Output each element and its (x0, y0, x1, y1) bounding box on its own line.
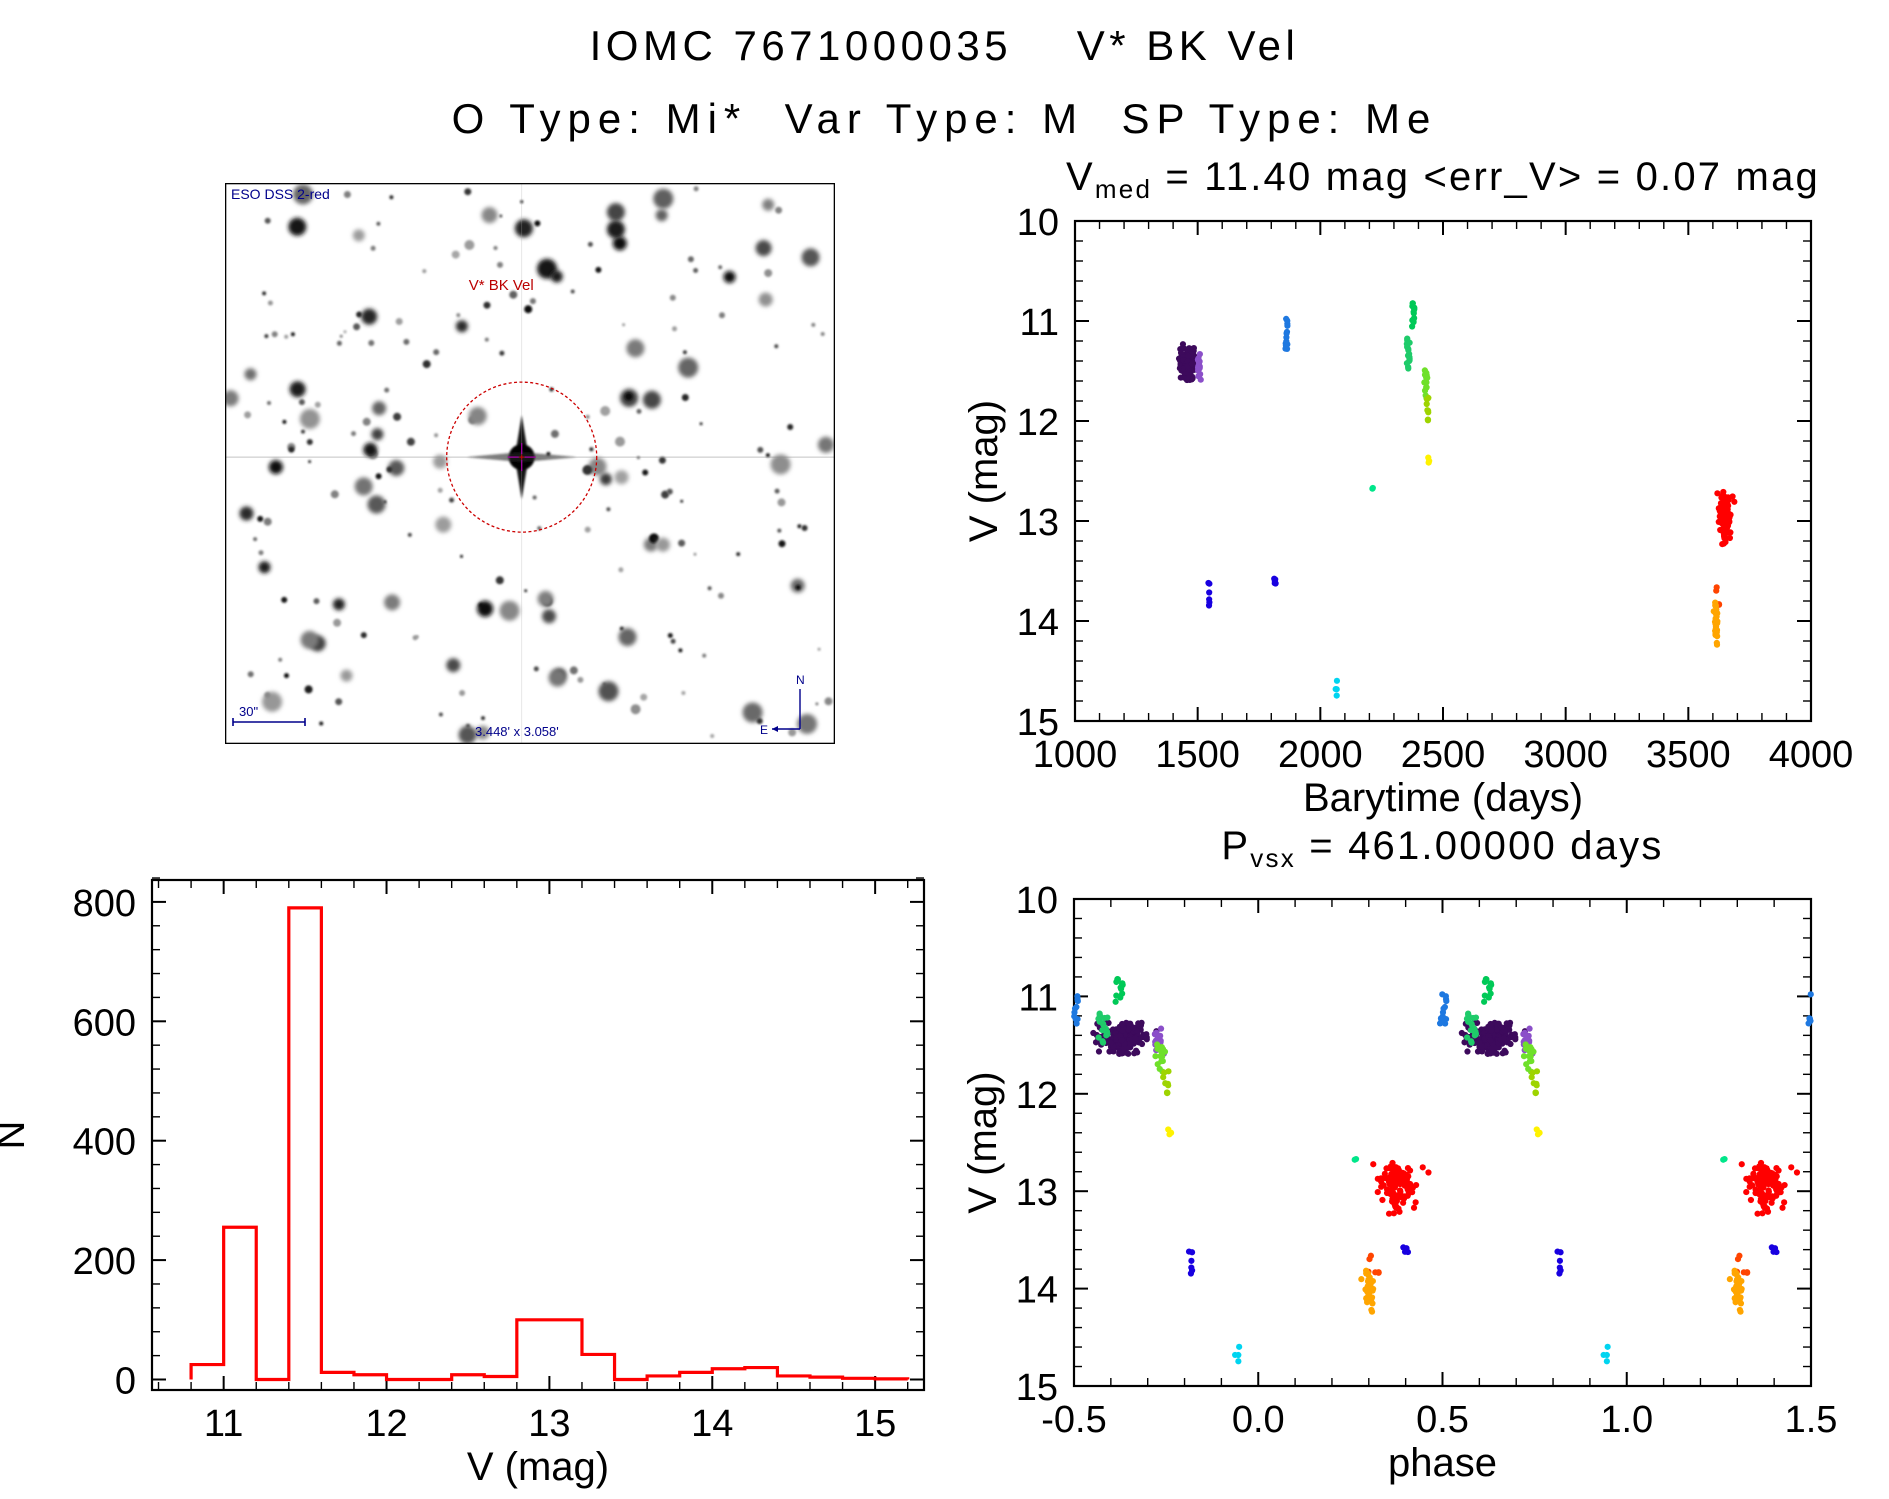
svg-text:14: 14 (1017, 602, 1059, 644)
svg-text:200: 200 (73, 1241, 136, 1283)
svg-text:3000: 3000 (1523, 734, 1608, 776)
svg-text:-0.5: -0.5 (1041, 1399, 1106, 1441)
svg-text:12: 12 (1017, 402, 1059, 444)
svg-text:V (mag): V (mag) (961, 1071, 1005, 1213)
svg-text:14: 14 (1016, 1270, 1058, 1312)
svg-text:12: 12 (1016, 1075, 1058, 1117)
svg-text:Vmed = 11.40 mag <err_V> = 0.0: Vmed = 11.40 mag <err_V> = 0.07 mag (1066, 155, 1820, 204)
svg-text:0: 0 (115, 1361, 136, 1403)
svg-text:600: 600 (73, 1002, 136, 1044)
svg-text:11: 11 (204, 1403, 243, 1445)
svg-text:13: 13 (528, 1403, 570, 1445)
svg-text:13: 13 (1016, 1172, 1058, 1214)
svg-text:phase: phase (1388, 1441, 1497, 1485)
svg-text:400: 400 (73, 1122, 136, 1164)
svg-text:14: 14 (691, 1403, 733, 1445)
svg-text:Pvsx = 461.00000 days: Pvsx = 461.00000 days (1221, 824, 1663, 873)
svg-text:11: 11 (1019, 977, 1058, 1019)
svg-text:4000: 4000 (1769, 734, 1854, 776)
svg-text:12: 12 (365, 1403, 407, 1445)
svg-text:0.0: 0.0 (1232, 1399, 1285, 1441)
svg-text:1.0: 1.0 (1600, 1399, 1653, 1441)
svg-text:13: 13 (1017, 502, 1059, 544)
svg-text:1000: 1000 (1033, 734, 1118, 776)
svg-text:1.5: 1.5 (1785, 1399, 1838, 1441)
svg-text:V (mag): V (mag) (467, 1445, 609, 1489)
svg-text:V (mag): V (mag) (962, 400, 1006, 542)
svg-text:15: 15 (854, 1403, 896, 1445)
svg-text:0.5: 0.5 (1416, 1399, 1469, 1441)
svg-text:2500: 2500 (1401, 734, 1486, 776)
svg-text:11: 11 (1020, 302, 1059, 344)
svg-text:800: 800 (73, 883, 136, 925)
svg-text:10: 10 (1017, 202, 1059, 244)
svg-text:2000: 2000 (1278, 734, 1363, 776)
svg-text:3500: 3500 (1646, 734, 1731, 776)
svg-text:N: N (0, 1121, 33, 1150)
svg-text:10: 10 (1016, 880, 1058, 922)
svg-text:1500: 1500 (1155, 734, 1240, 776)
